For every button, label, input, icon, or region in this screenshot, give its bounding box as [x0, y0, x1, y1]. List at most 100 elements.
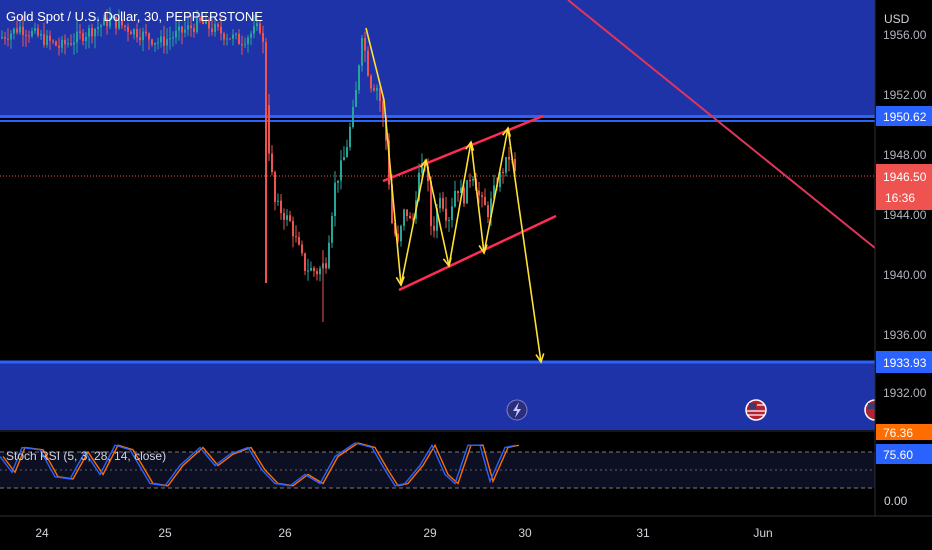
candle-body	[49, 35, 51, 41]
current-price-label: 1946.50	[883, 170, 927, 184]
candle-body	[103, 17, 105, 26]
projection-arrow-shaft	[365, 27, 402, 286]
candle-body	[292, 221, 294, 237]
candle-body	[187, 25, 189, 30]
candle-body	[340, 160, 342, 181]
candle-body	[163, 36, 165, 46]
price-tick-label: 1948.00	[883, 148, 927, 162]
bar-countdown-label: 16:36	[885, 191, 915, 205]
channel-lower-line[interactable]	[398, 214, 557, 292]
candle-body	[427, 166, 429, 182]
candle-body	[154, 42, 156, 45]
candle-body	[58, 45, 60, 48]
candle-body	[25, 35, 27, 37]
candle-body	[325, 263, 327, 269]
candle-body	[376, 88, 378, 91]
indicator-title[interactable]: Stoch RSI (5, 3, 28, 14, close)	[6, 449, 166, 463]
resistance-price-badge[interactable]	[876, 106, 932, 126]
candle-body	[250, 33, 252, 38]
candle-body	[328, 242, 330, 269]
current-price-badge[interactable]	[876, 164, 932, 210]
candle-body	[418, 172, 420, 201]
time-axis[interactable]	[0, 516, 932, 550]
price-tick-label: 1952.00	[883, 88, 927, 102]
candles	[1, 7, 516, 322]
candle-body	[241, 44, 243, 46]
candle-body	[235, 33, 237, 35]
candle-body	[175, 30, 177, 38]
channel-upper-line[interactable]	[382, 114, 544, 183]
support-price-badge[interactable]	[876, 351, 932, 373]
price-tick-label: 1936.00	[883, 328, 927, 342]
candle-body	[16, 28, 18, 33]
candle-body	[4, 37, 6, 39]
candle-body	[226, 38, 228, 40]
projection-arrows[interactable]	[365, 27, 545, 364]
time-tick-label: 31	[636, 526, 650, 540]
projection-arrow-head	[535, 353, 545, 364]
candle-body	[238, 33, 240, 45]
candle-body	[220, 26, 222, 34]
candle-body	[205, 19, 207, 24]
lightning-event-icon[interactable]	[506, 399, 528, 421]
candle-body	[412, 218, 414, 220]
candle-body	[346, 147, 348, 158]
candle-body	[364, 37, 366, 51]
candle-body	[115, 16, 117, 29]
candle-body	[382, 101, 384, 118]
candle-body	[355, 89, 357, 107]
resistance-zone	[0, 0, 875, 118]
candle-body	[67, 43, 69, 45]
candle-body	[145, 31, 147, 34]
candle-body	[22, 26, 24, 36]
stoch-d-value: 75.60	[883, 448, 913, 462]
stoch-k-line	[0, 442, 517, 487]
candle-body	[34, 28, 36, 32]
candle-body	[463, 187, 465, 204]
candle-body	[127, 26, 129, 32]
us-flag-event-icon[interactable]	[745, 399, 767, 421]
candle-body	[199, 17, 201, 21]
candle-body	[13, 28, 15, 34]
candle-body	[88, 28, 90, 37]
candle-body	[457, 190, 459, 193]
stoch-d-badge[interactable]	[876, 424, 932, 440]
candle-body	[28, 35, 30, 37]
descending-trendline[interactable]	[567, 0, 876, 249]
candle-body	[274, 172, 276, 202]
symbol-title[interactable]: Gold Spot / U.S. Dollar, 30, PEPPERSTONE	[6, 9, 263, 24]
candle-body	[406, 209, 408, 216]
candle-body	[331, 216, 333, 243]
candle-body	[472, 178, 474, 181]
candle-body	[46, 35, 48, 45]
candle-body	[181, 26, 183, 33]
candle-body	[223, 33, 225, 40]
candle-body	[214, 24, 216, 33]
candle-body	[256, 23, 258, 27]
candle-body	[277, 200, 279, 202]
candle-body	[298, 237, 300, 245]
candle-body	[316, 271, 318, 275]
candle-body	[166, 39, 168, 46]
candle-body	[352, 106, 354, 127]
candle-body	[91, 28, 93, 37]
candle-body	[478, 190, 480, 196]
candle-body	[400, 225, 402, 242]
candle-body	[19, 26, 21, 33]
candle-body	[244, 43, 246, 45]
price-tick-label: 1956.00	[883, 28, 927, 42]
time-tick-label: 26	[278, 526, 292, 540]
time-tick-label: Jun	[753, 526, 772, 540]
candle-body	[349, 126, 351, 148]
candle-body	[43, 34, 45, 45]
candle-body	[391, 184, 393, 224]
candle-body	[499, 171, 501, 188]
candle-body	[313, 268, 315, 272]
candle-body	[61, 39, 63, 48]
stoch-k-badge[interactable]	[876, 444, 932, 464]
candle-body	[73, 42, 75, 45]
candle-body	[484, 196, 486, 206]
candle-body	[271, 153, 273, 173]
candle-body	[253, 26, 255, 34]
